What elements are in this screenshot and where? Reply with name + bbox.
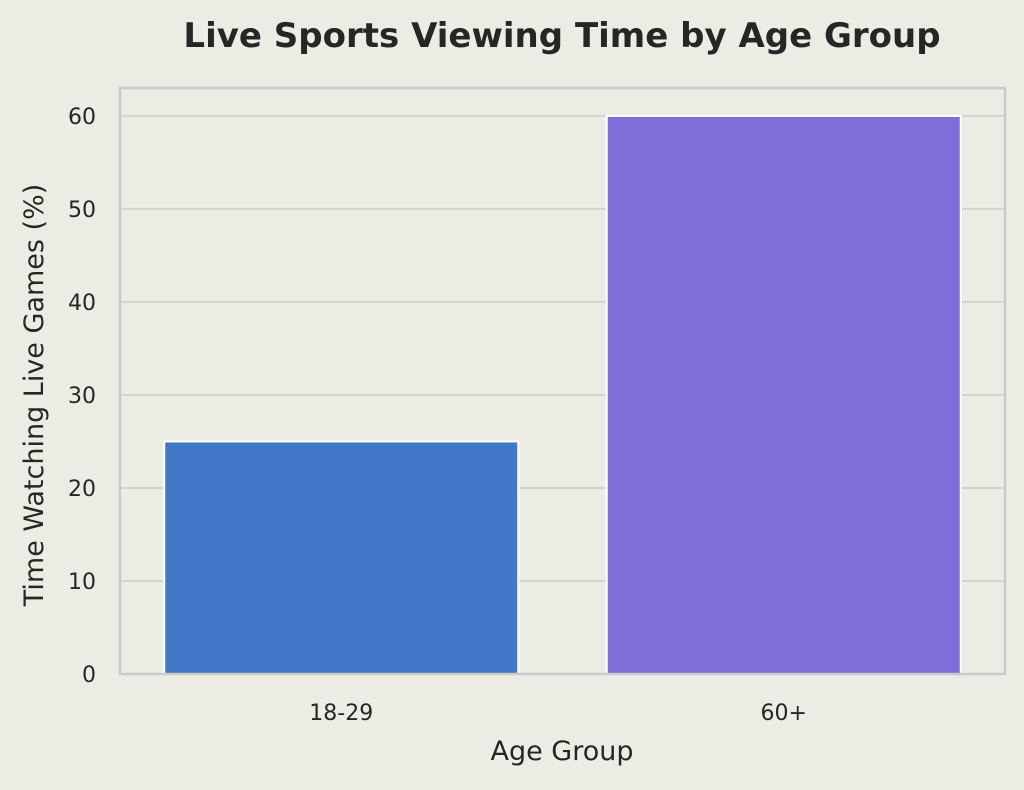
y-tick-label-0: 0 — [82, 663, 96, 688]
y-tick-label-2: 20 — [68, 477, 96, 502]
y-tick-label-1: 10 — [68, 570, 96, 595]
y-tick-label-5: 50 — [68, 198, 96, 223]
y-axis-label: Time Watching Live Games (%) — [19, 184, 50, 608]
x-tick-label-0: 18-29 — [309, 701, 373, 726]
y-tick-label-6: 60 — [68, 105, 96, 130]
bars — [163, 114, 962, 676]
bar-60+ — [605, 114, 962, 675]
y-tick-labels: 0 10 20 30 40 50 60 — [68, 105, 96, 688]
bar-18-29 — [163, 440, 520, 676]
x-tick-labels: 18-29 60+ — [309, 701, 807, 726]
y-tick-label-4: 40 — [68, 291, 96, 316]
x-tick-label-1: 60+ — [761, 701, 807, 726]
plot-frame — [118, 86, 1007, 676]
y-tick-label-3: 30 — [68, 384, 96, 409]
chart-title: Live Sports Viewing Time by Age Group — [183, 16, 940, 56]
x-axis-label: Age Group — [490, 736, 633, 767]
